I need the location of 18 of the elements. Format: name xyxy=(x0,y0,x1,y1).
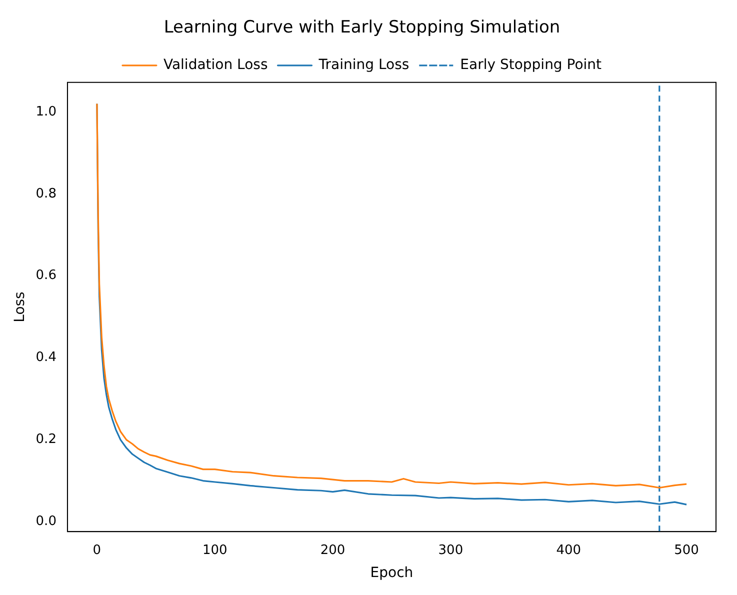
x-tick-label: 300 xyxy=(438,542,464,558)
x-tick-label: 100 xyxy=(202,542,228,558)
y-tick-label: 0.8 xyxy=(36,186,56,202)
legend-label: Early Stopping Point xyxy=(460,57,602,74)
y-tick-label: 1.0 xyxy=(36,104,56,120)
y-axis-title: Loss xyxy=(12,292,28,322)
x-tick-label: 0 xyxy=(92,542,102,558)
y-tick-label: 0.6 xyxy=(36,268,56,284)
x-tick-label: 500 xyxy=(674,542,699,558)
x-axis-title: Epoch xyxy=(370,565,414,582)
x-tick-label: 400 xyxy=(556,542,582,558)
chart-title: Learning Curve with Early Stopping Simulation xyxy=(164,18,560,38)
y-tick-label: 0.0 xyxy=(36,514,56,530)
legend-label: Validation Loss xyxy=(163,57,268,74)
legend-label: Training Loss xyxy=(318,57,410,74)
x-tick-label: 200 xyxy=(320,542,346,558)
y-tick-label: 0.2 xyxy=(36,432,56,448)
y-tick-label: 0.4 xyxy=(36,350,56,366)
